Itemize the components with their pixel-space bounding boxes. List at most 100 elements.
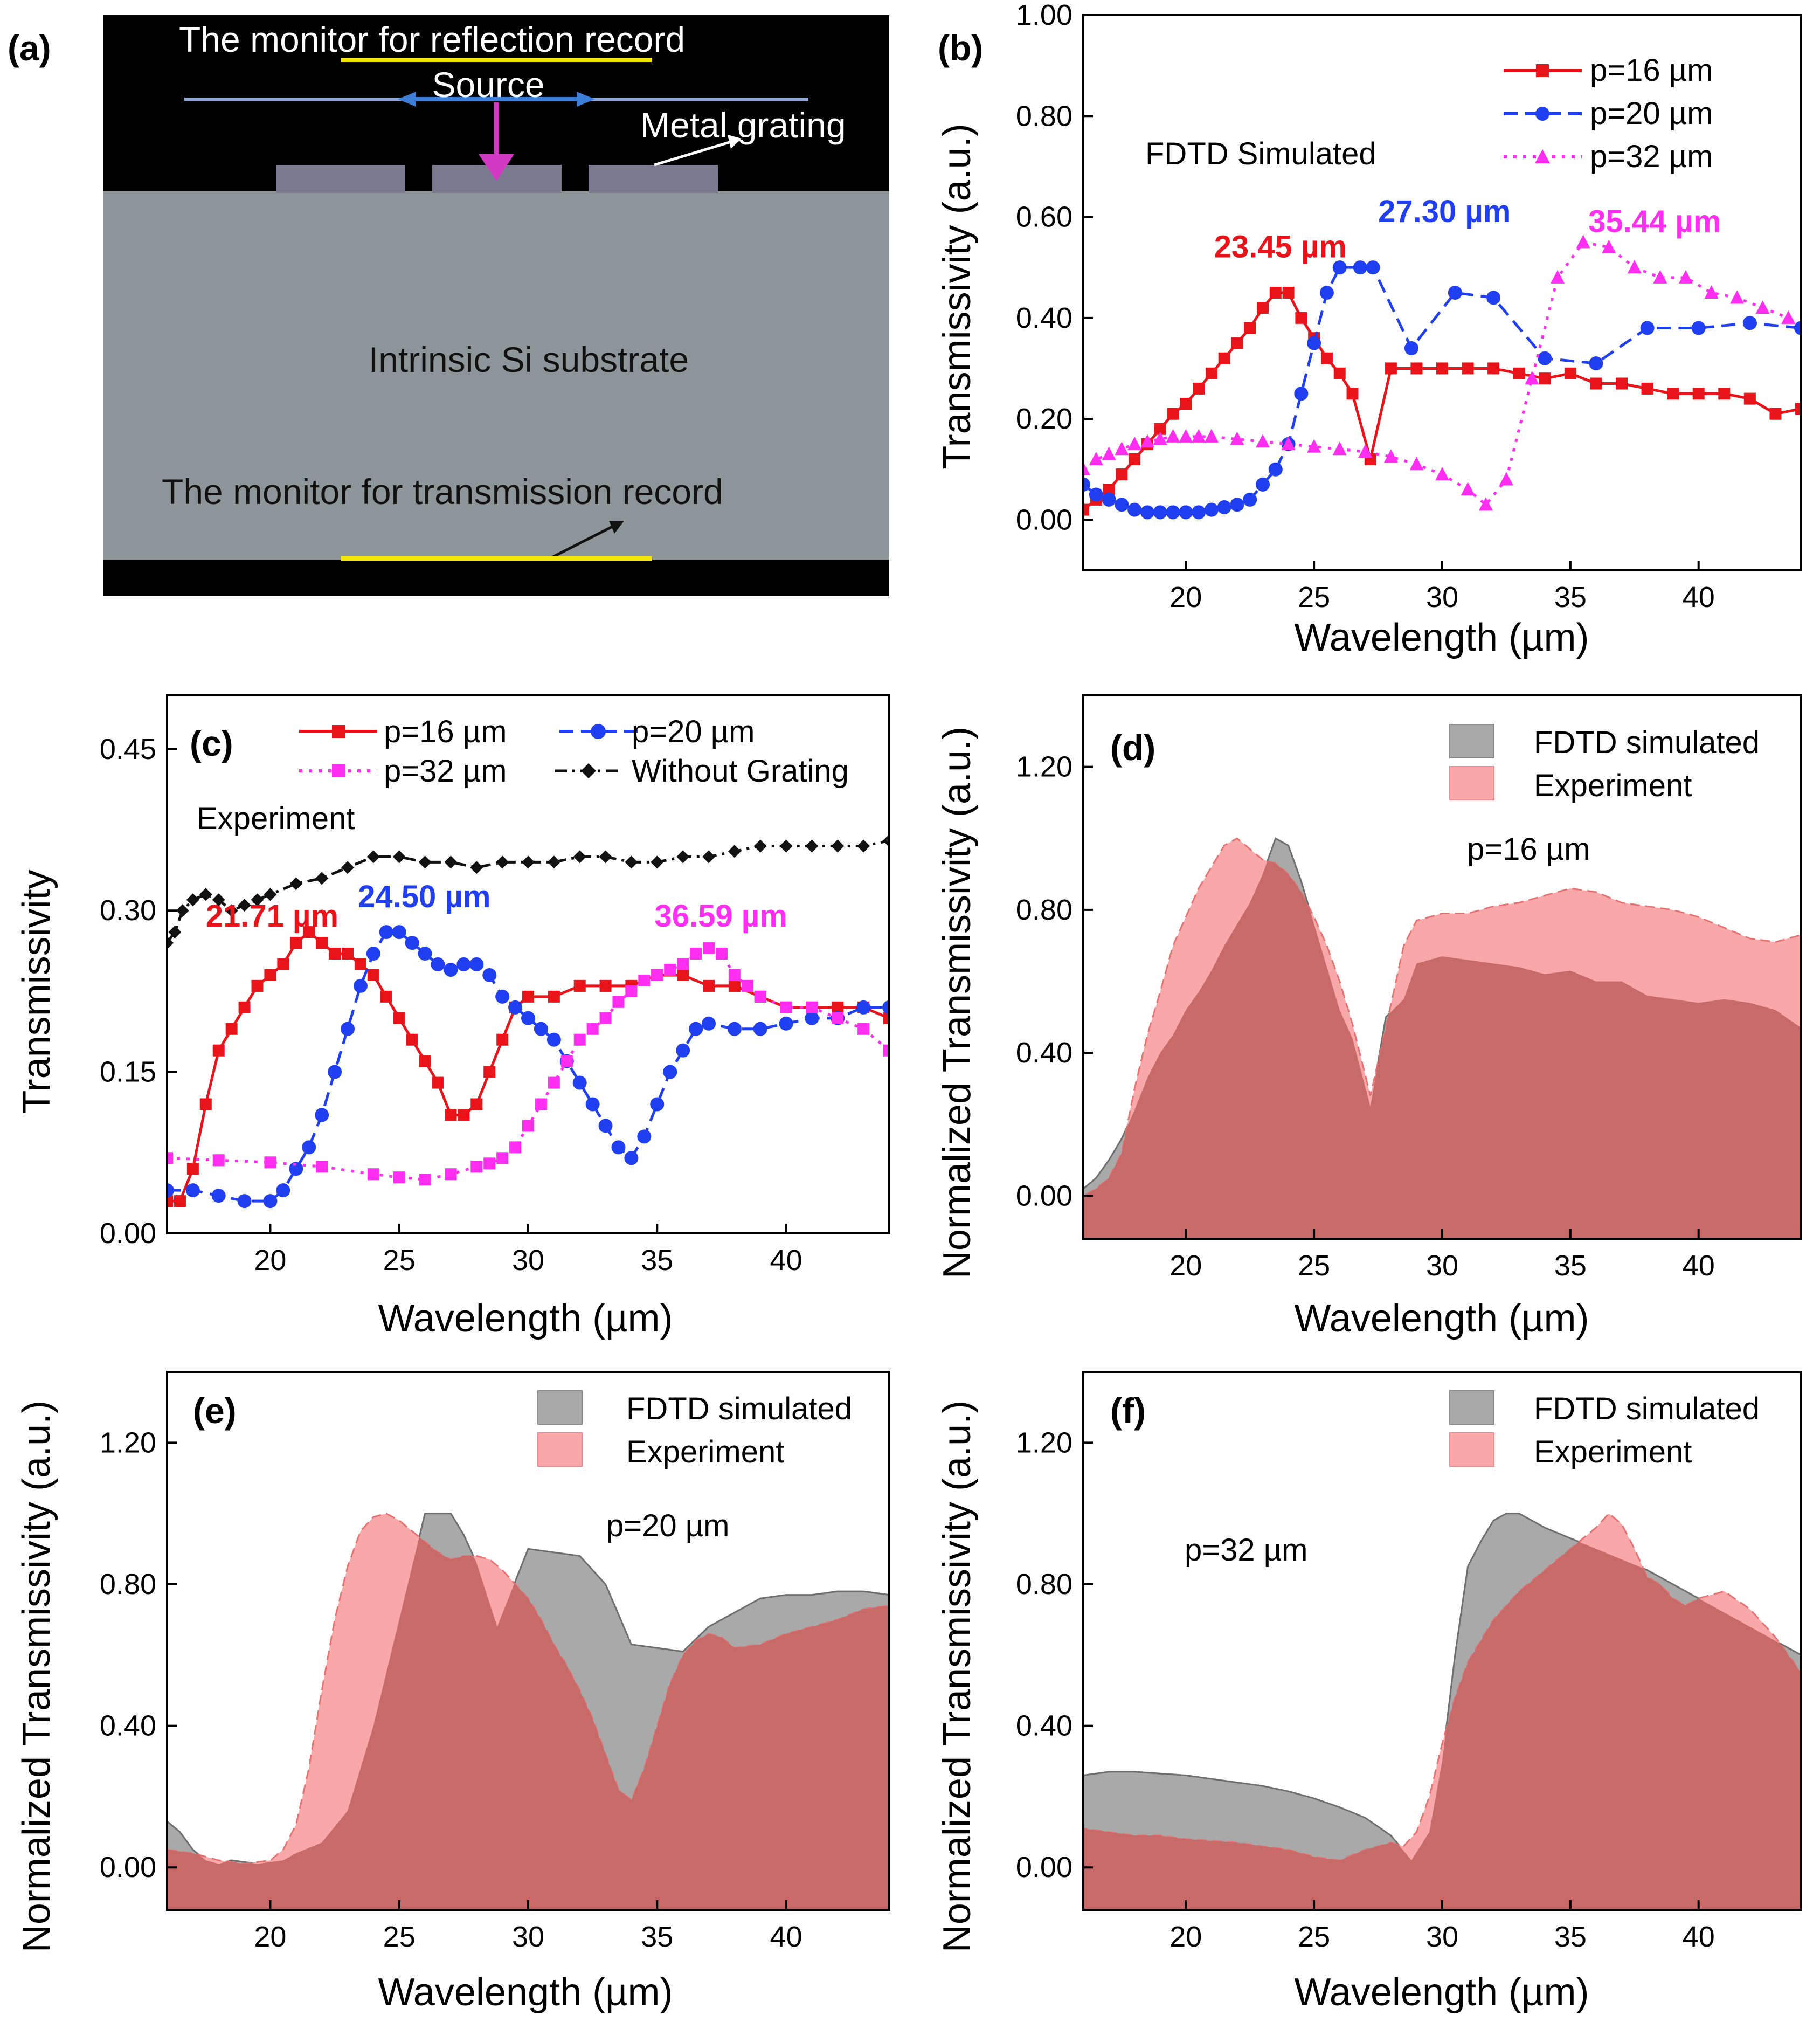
data-point [445, 1109, 457, 1121]
x-tick-label: 30 [1426, 581, 1458, 613]
legend-marker-b-p20 [1535, 107, 1549, 121]
x-tick-label: 20 [254, 1921, 286, 1953]
data-point [832, 1001, 844, 1013]
panel-f-xlabel: Wavelength (µm) [1295, 1971, 1589, 2014]
panel-d-ticks: 20 25 30 35 40 0.00 0.40 0.80 1.20 [1016, 751, 1715, 1282]
data-point [211, 1189, 226, 1203]
data-point [419, 1174, 431, 1186]
data-point [586, 1023, 599, 1035]
data-point [167, 1195, 173, 1207]
x-tick-label: 20 [1169, 1921, 1202, 1953]
data-point [1166, 505, 1180, 520]
data-point [1730, 290, 1745, 304]
data-point [664, 963, 676, 976]
data-point [174, 1195, 186, 1207]
data-point [483, 1066, 496, 1078]
data-point [676, 850, 690, 864]
data-point [1230, 431, 1244, 445]
data-point [1102, 492, 1116, 507]
legend-label-b-p20: p=20 µm [1590, 96, 1713, 131]
data-point [1083, 503, 1089, 516]
data-point [277, 958, 289, 970]
data-point [238, 1001, 251, 1013]
data-point [186, 893, 199, 907]
x-tick-label: 40 [770, 1244, 802, 1276]
data-point [1307, 439, 1321, 453]
data-point [1102, 446, 1116, 460]
data-point [496, 1152, 509, 1164]
data-point [535, 1098, 547, 1110]
data-point [1282, 287, 1295, 299]
data-point [728, 845, 741, 858]
data-point [1640, 321, 1655, 335]
panel-c: 20 25 30 35 40 0.00 0.15 0.30 0.45 (c) Experimen… [15, 694, 890, 1340]
data-point [225, 1023, 238, 1035]
data-point [1755, 300, 1770, 314]
series-line [167, 839, 889, 944]
data-point [1743, 392, 1756, 405]
panel-f-plot [1083, 1512, 1801, 1910]
data-point [470, 1098, 483, 1110]
data-point [703, 979, 715, 992]
data-point [329, 948, 341, 960]
panel-c-label: (c) [190, 723, 233, 763]
data-point [185, 1183, 200, 1198]
panel-f-label: (f) [1110, 1391, 1146, 1431]
panel-b-plot [1083, 234, 1801, 520]
polarization-arrow-right [577, 92, 595, 107]
data-point [328, 1065, 342, 1079]
data-point [1179, 505, 1193, 520]
legend-label-d-exp: Experiment [1534, 768, 1692, 803]
data-point [521, 1011, 535, 1025]
data-point [1358, 444, 1373, 458]
data-point [1256, 434, 1270, 448]
x-tick-label: 20 [1169, 1250, 1202, 1282]
panel-e-ylabel: Normalized Transmissivity (a.u.) [15, 1400, 58, 1952]
polarization-arrow-left [398, 92, 416, 107]
panel-c-plot [167, 834, 889, 1209]
data-point [1166, 429, 1180, 443]
y-tick-label: 0.40 [1016, 302, 1072, 334]
series-line [1083, 240, 1789, 507]
peak-annotation: 23.45 µm [1214, 229, 1347, 264]
data-point [1231, 337, 1243, 349]
y-tick-label: 0.45 [100, 733, 156, 765]
x-tick-label: 40 [1683, 581, 1715, 613]
legend-swatch-d-exp [1449, 766, 1494, 800]
data-point [1205, 367, 1217, 379]
grating-bar-1 [276, 165, 405, 193]
data-point [651, 969, 663, 981]
panel-d-note: p=16 µm [1467, 832, 1590, 867]
y-tick-label: 0.80 [1016, 1568, 1072, 1600]
x-tick-label: 25 [1298, 1250, 1330, 1282]
y-tick-label: 1.20 [1016, 1426, 1072, 1459]
y-tick-label: 0.80 [100, 1568, 156, 1600]
source-label: Source [432, 65, 544, 105]
y-tick-label: 0.20 [1016, 403, 1072, 435]
data-point [1692, 388, 1705, 400]
data-point [548, 990, 560, 1003]
y-tick-label: 0.30 [100, 894, 156, 927]
y-tick-label: 0.00 [1016, 1851, 1072, 1883]
data-point [1667, 388, 1679, 400]
data-point [1461, 482, 1475, 496]
data-point [444, 962, 458, 977]
data-point [1332, 260, 1347, 275]
data-point [1718, 388, 1731, 400]
x-tick-label: 20 [1169, 581, 1202, 613]
data-point [1691, 321, 1706, 335]
data-point [1404, 341, 1418, 355]
data-point [599, 850, 612, 864]
data-point [432, 1076, 444, 1089]
data-point [599, 979, 612, 992]
panel-f-note: p=32 µm [1185, 1533, 1308, 1568]
data-point [167, 1152, 173, 1164]
data-point [779, 1016, 793, 1031]
data-point [779, 839, 793, 853]
legend-label-c-p32: p=32 µm [384, 754, 507, 789]
legend-swatch-f-sim [1449, 1390, 1494, 1425]
peak-annotation: 21.71 µm [206, 899, 338, 934]
series-line [1083, 291, 1801, 511]
data-point [573, 850, 586, 864]
data-point [1127, 436, 1142, 450]
